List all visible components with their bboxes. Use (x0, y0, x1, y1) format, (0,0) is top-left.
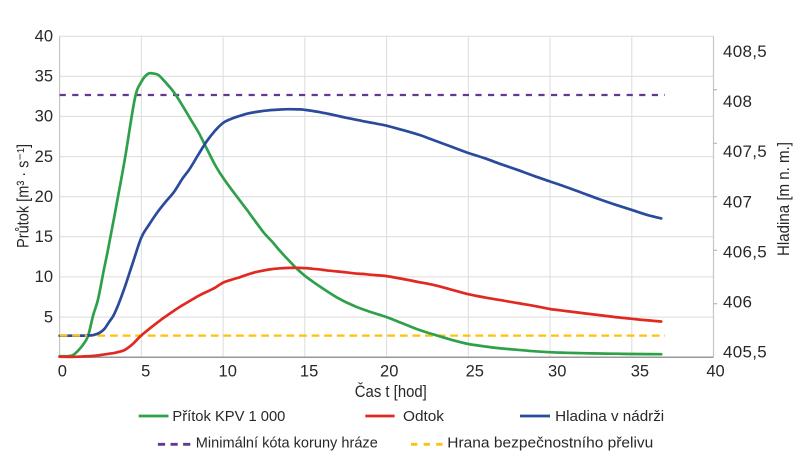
svg-text:30: 30 (35, 108, 53, 126)
svg-text:Hladina v nádrži: Hladina v nádrži (555, 408, 664, 425)
svg-text:5: 5 (44, 308, 53, 326)
svg-text:30: 30 (548, 363, 566, 381)
svg-text:20: 20 (35, 188, 53, 206)
svg-text:Průtok [m³ · s⁻¹]: Průtok [m³ · s⁻¹] (14, 144, 33, 248)
svg-text:15: 15 (300, 363, 318, 381)
svg-text:Hrana bezpečnostního přelivu: Hrana bezpečnostního přelivu (447, 434, 653, 451)
svg-text:35: 35 (631, 363, 649, 381)
svg-text:407: 407 (723, 192, 752, 211)
svg-text:0: 0 (58, 363, 67, 381)
svg-text:10: 10 (219, 363, 237, 381)
svg-text:25: 25 (466, 363, 484, 381)
svg-text:408: 408 (723, 92, 752, 111)
svg-text:5: 5 (141, 363, 150, 381)
svg-text:406,5: 406,5 (723, 242, 767, 261)
svg-text:Hladina [m n. m.]: Hladina [m n. m.] (774, 142, 793, 256)
svg-text:Minimální kóta koruny hráze: Minimální kóta koruny hráze (196, 434, 378, 451)
svg-text:407,5: 407,5 (723, 142, 767, 161)
svg-text:35: 35 (35, 68, 53, 86)
svg-text:406: 406 (723, 293, 752, 312)
svg-text:405,5: 405,5 (723, 343, 767, 362)
svg-text:10: 10 (35, 268, 53, 286)
svg-text:408,5: 408,5 (723, 42, 767, 61)
svg-text:Čas t [hod]: Čas t [hod] (355, 382, 427, 401)
svg-text:40: 40 (706, 363, 724, 381)
svg-text:Přítok KPV 1 000: Přítok KPV 1 000 (172, 408, 285, 425)
svg-text:15: 15 (35, 228, 53, 246)
svg-text:25: 25 (35, 148, 53, 166)
svg-text:Odtok: Odtok (403, 408, 445, 425)
svg-text:40: 40 (35, 27, 53, 45)
svg-text:20: 20 (380, 363, 398, 381)
